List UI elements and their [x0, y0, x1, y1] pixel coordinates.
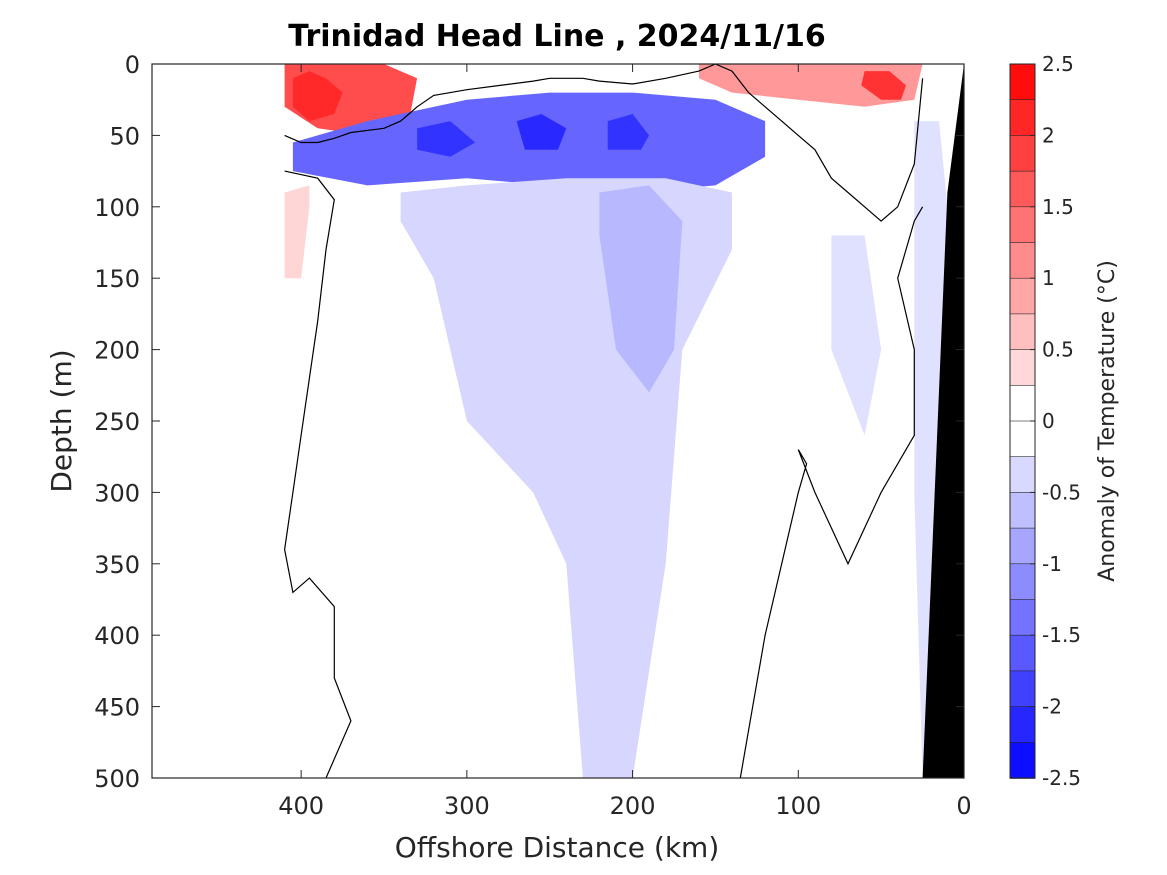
- colorbar-band: [1009, 170, 1036, 208]
- colorbar-band: [1009, 63, 1036, 101]
- y-tick-label: 250: [94, 408, 140, 436]
- x-axis-title: Offshore Distance (km): [395, 831, 720, 864]
- colorbar-band: [1009, 492, 1036, 529]
- colorbar-band: [1009, 527, 1036, 565]
- colorbar-title: Anomaly of Temperature (°C): [1095, 260, 1120, 582]
- colorbar-ticks: 2.5 2 1.5 1 0.5 0 -0.5 -1 -1.5 -2 -2.5: [1030, 52, 1081, 790]
- colorbar-bands: [1009, 63, 1036, 779]
- anomaly-region-warm-surface-nearshore-core: [861, 71, 906, 100]
- land-mask: [922, 64, 964, 778]
- y-tick-label: 150: [94, 265, 140, 293]
- colorbar-tick-label: -0.5: [1042, 480, 1081, 504]
- y-tick-label: 400: [94, 622, 140, 650]
- x-tick-label: 200: [610, 792, 656, 820]
- anomaly-region-cool-plume-core: [599, 185, 683, 393]
- colorbar-tick-label: -1.5: [1042, 623, 1081, 647]
- colorbar-band: [1009, 349, 1036, 387]
- colorbar-band: [1009, 420, 1036, 458]
- colorbar-band: [1009, 313, 1036, 351]
- anomaly-region-cool-core-2: [516, 114, 567, 150]
- colorbar-band: [1009, 634, 1036, 672]
- x-tick-label: 400: [278, 792, 324, 820]
- y-tick-label: 100: [94, 194, 140, 222]
- plot-area: 400 300 200 100 0 0 50 100 150 200 250 300 350 400 45…: [94, 51, 971, 820]
- zero-contour-nearshore: [739, 206, 924, 779]
- chart-title: Trinidad Head Line , 2024/11/16: [288, 19, 825, 54]
- colorbar-band: [1009, 99, 1036, 137]
- colorbar-tick-label: 0: [1042, 409, 1055, 433]
- colorbar-band: [1009, 563, 1036, 601]
- anomaly-region-warm-surface-offshore-core: [292, 71, 343, 122]
- colorbar-band: [1009, 242, 1036, 280]
- colorbar-tick-label: 2.5: [1042, 52, 1074, 76]
- colorbar-band: [1009, 706, 1036, 744]
- y-tick-label: 450: [94, 694, 140, 722]
- x-tick-label: 0: [956, 792, 971, 820]
- anomaly-regions: [284, 64, 948, 779]
- zero-contour-offshore-top: [284, 63, 924, 222]
- y-tick-label: 500: [94, 765, 140, 793]
- colorbar-band: [1009, 206, 1036, 244]
- colorbar-tick-label: -2: [1042, 695, 1062, 719]
- colorbar-tick-label: 1.5: [1042, 195, 1074, 219]
- y-tick-label: 50: [109, 122, 140, 150]
- anomaly-region-cool-coastal-patch: [831, 235, 882, 436]
- colorbar-band: [1009, 599, 1036, 637]
- anomaly-region-cool-core-1: [417, 121, 476, 157]
- colorbar-band: [1009, 456, 1036, 494]
- colorbar-band: [1009, 670, 1036, 708]
- x-axis-ticks: 400 300 200 100 0: [278, 64, 972, 820]
- colorbar: 2.5 2 1.5 1 0.5 0 -0.5 -1 -1.5 -2 -2.5 Anomaly of …: [1009, 52, 1120, 790]
- anomaly-region-cool-core-3: [607, 114, 650, 150]
- y-tick-label: 300: [94, 479, 140, 507]
- colorbar-band: [1009, 277, 1036, 315]
- zero-contours: [283, 63, 924, 779]
- colorbar-tick-label: -1: [1042, 552, 1062, 576]
- y-tick-label: 200: [94, 337, 140, 365]
- coastline-bathymetry: [922, 64, 964, 778]
- colorbar-band: [1009, 384, 1036, 422]
- colorbar-band: [1009, 741, 1036, 779]
- y-tick-label: 0: [125, 51, 140, 79]
- colorbar-tick-label: 0.5: [1042, 338, 1074, 362]
- colorbar-band: [1009, 135, 1036, 172]
- chart-title-group: Trinidad Head Line , 2024/11/16: [288, 19, 825, 54]
- x-tick-label: 100: [775, 792, 821, 820]
- colorbar-tick-label: 2: [1042, 123, 1055, 147]
- zero-contour-offshore-left: [283, 170, 352, 779]
- anomaly-region-warm-subsurface-offshore: [284, 185, 310, 279]
- colorbar-tick-label: -2.5: [1042, 766, 1081, 790]
- x-tick-label: 300: [444, 792, 490, 820]
- y-axis-title: Depth (m): [45, 349, 78, 492]
- colorbar-tick-label: 1: [1042, 266, 1055, 290]
- y-tick-label: 350: [94, 551, 140, 579]
- y-axis-ticks: 0 50 100 150 200 250 300 350 400 450 500: [94, 51, 964, 793]
